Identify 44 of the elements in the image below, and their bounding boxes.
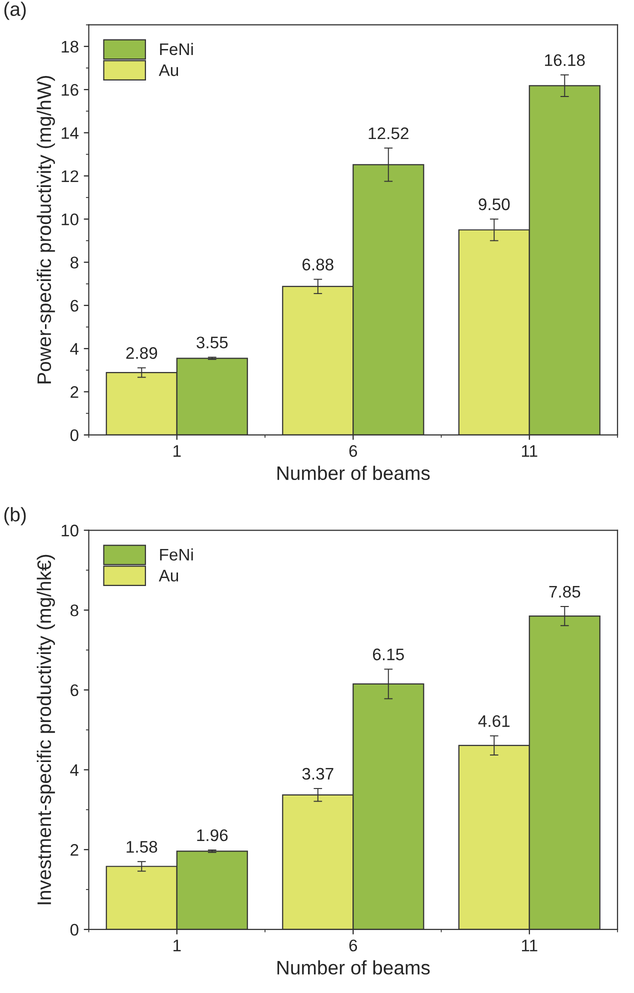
y-axis-title: Investment-specific productivity (mg/hk€) [36, 554, 55, 904]
data-label: 1.96 [197, 829, 228, 842]
data-label: 6.15 [373, 648, 404, 660]
chart-title: (b) [4, 507, 26, 526]
legend-label: Au [158, 570, 178, 582]
x-tick-label: 11 [522, 940, 538, 952]
y-tick-label: 2 [70, 844, 78, 856]
y-tick-label: 8 [70, 604, 78, 616]
x-tick-label: 6 [349, 940, 358, 952]
legend-label: FeNi [160, 548, 193, 561]
data-label: 3.55 [196, 336, 228, 348]
x-tick-label: 6 [349, 445, 358, 457]
data-label: 12.52 [368, 127, 408, 140]
data-label: 1.58 [126, 840, 158, 853]
y-tick-label: 0 [70, 924, 78, 936]
y-tick-label: 4 [70, 343, 79, 355]
y-tick-label: 8 [70, 256, 78, 268]
data-label: 3.37 [302, 768, 334, 780]
y-axis-title: Power-specific productivity (mg/hW) [36, 76, 55, 384]
y-tick-label: 4 [70, 764, 79, 776]
data-label: 9.50 [478, 198, 510, 210]
y-tick-label: 2 [70, 386, 78, 398]
y-tick-label: 10 [62, 213, 78, 226]
x-tick-label: 1 [174, 940, 181, 952]
chart-title: (a) [4, 2, 26, 20]
y-tick-label: 0 [70, 429, 78, 442]
y-tick-label: 12 [62, 170, 78, 182]
data-label: 16.18 [545, 54, 585, 66]
x-axis-title: Number of beams [277, 466, 430, 480]
x-axis-title: Number of beams [277, 960, 430, 975]
legend-label: FeNi [160, 42, 193, 56]
data-label: 6.88 [302, 258, 334, 270]
y-tick-label: 14 [62, 127, 79, 139]
data-label: 7.85 [549, 586, 580, 598]
data-label: 2.89 [126, 347, 158, 359]
y-tick-label: 6 [70, 300, 78, 312]
x-tick-label: 11 [522, 445, 538, 457]
x-tick-label: 1 [174, 445, 181, 457]
y-tick-label: 16 [62, 84, 78, 96]
y-tick-label: 10 [62, 524, 78, 536]
legend-label: Au [158, 64, 178, 76]
data-label: 4.61 [478, 715, 510, 727]
y-tick-label: 6 [70, 684, 78, 696]
y-tick-label: 18 [62, 40, 78, 53]
